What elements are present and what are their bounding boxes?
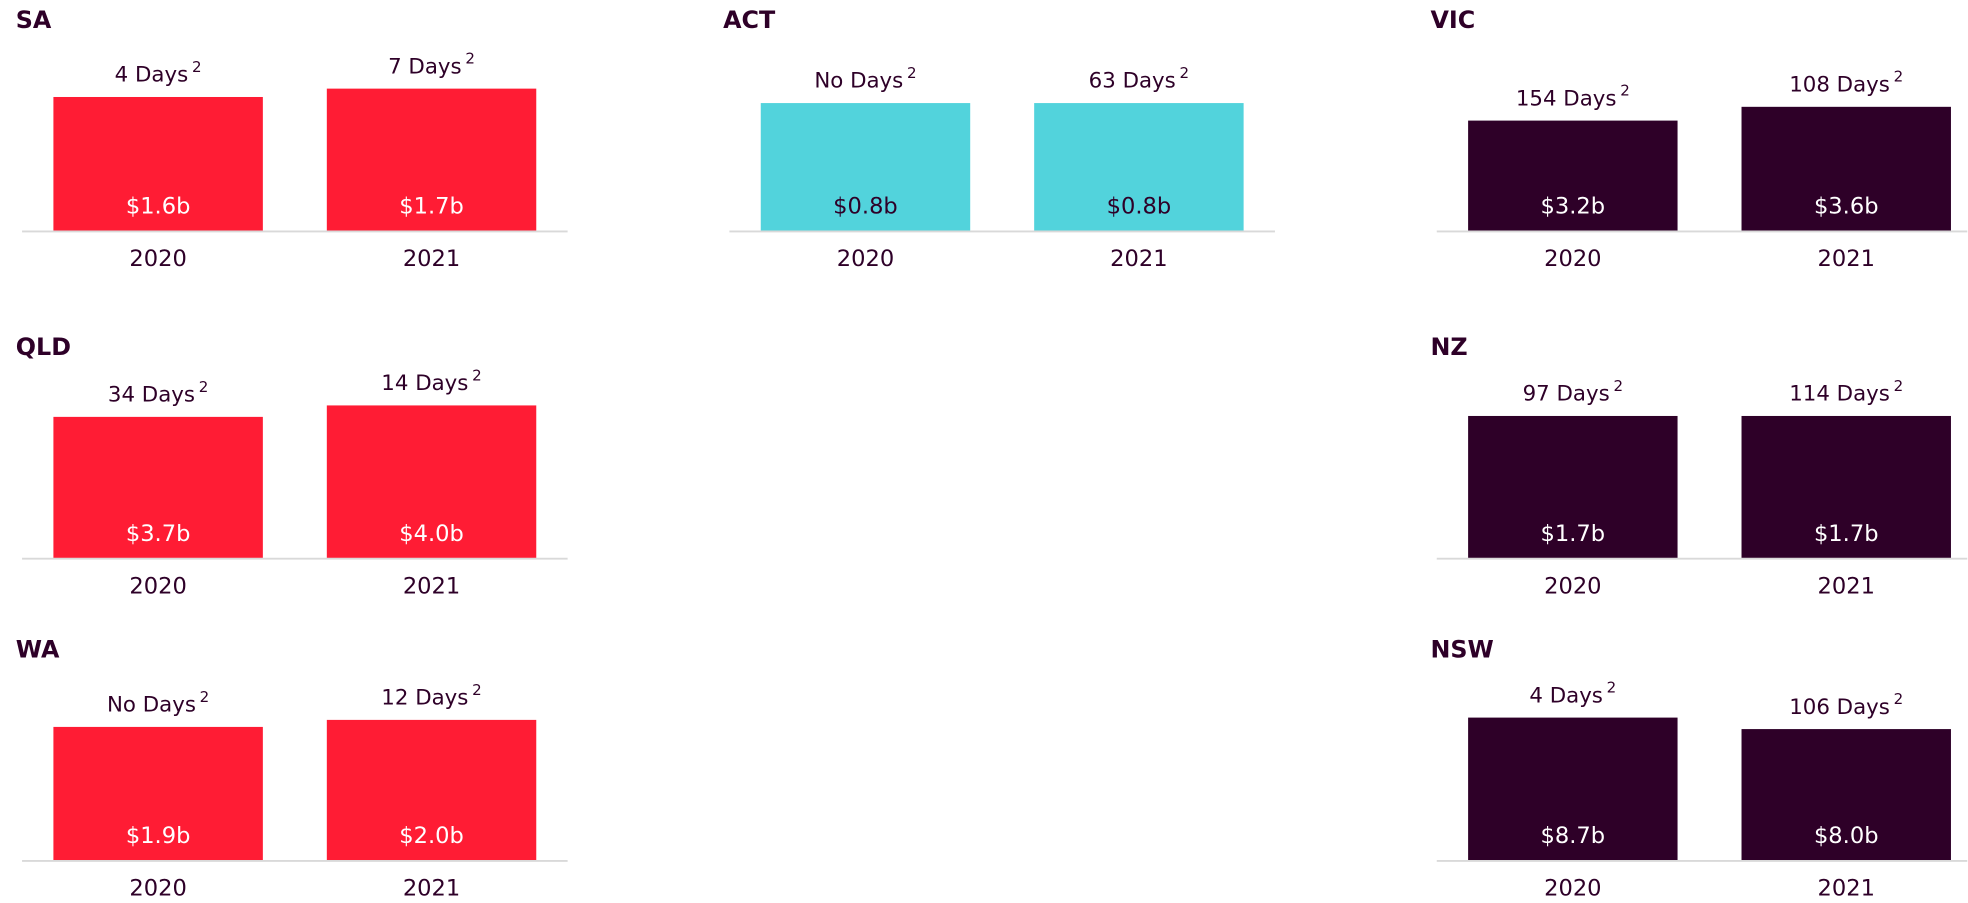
chart-title: WA xyxy=(16,635,60,663)
value-label: $2.0b xyxy=(399,823,464,849)
value-label: $1.7b xyxy=(1541,521,1606,547)
value-label: $3.2b xyxy=(1541,193,1606,219)
days-text: 12 Days xyxy=(381,686,468,711)
value-label: $0.8b xyxy=(833,193,898,219)
bar xyxy=(1741,729,1951,861)
bar xyxy=(53,726,263,861)
value-label: $0.8b xyxy=(1107,193,1172,219)
x-tick-label: 2020 xyxy=(129,246,186,272)
footnote-marker: 2 xyxy=(200,687,210,705)
x-tick-label: 2021 xyxy=(403,876,460,902)
days-text: 106 Days xyxy=(1789,695,1890,720)
days-label: 4 Days 2 xyxy=(115,57,202,87)
x-tick-label: 2020 xyxy=(837,246,894,272)
bar xyxy=(1468,120,1678,231)
footnote-marker: 2 xyxy=(1894,67,1904,85)
footnote-marker: 2 xyxy=(472,680,482,698)
value-label: $1.7b xyxy=(1814,521,1879,547)
bar xyxy=(53,416,263,559)
days-text: No Days xyxy=(814,69,903,94)
chart-title: QLD xyxy=(16,333,71,361)
days-text: 63 Days xyxy=(1089,69,1176,94)
bar xyxy=(326,405,537,559)
x-tick-label: 2021 xyxy=(1818,246,1875,272)
x-tick-label: 2021 xyxy=(403,246,460,272)
days-text: 4 Days xyxy=(115,63,189,88)
x-tick-label: 2021 xyxy=(403,573,460,599)
footnote-marker: 2 xyxy=(1894,376,1904,394)
chart-title: NSW xyxy=(1430,635,1493,663)
days-label: 7 Days 2 xyxy=(388,49,475,79)
days-text: 97 Days xyxy=(1523,382,1610,407)
days-label: No Days 2 xyxy=(814,63,916,93)
bar xyxy=(1741,106,1951,231)
bar xyxy=(1468,717,1678,861)
x-tick-label: 2020 xyxy=(1544,876,1601,902)
footnote-marker: 2 xyxy=(472,366,482,384)
days-text: 154 Days xyxy=(1516,86,1617,111)
value-label: $1.7b xyxy=(399,193,464,219)
footnote-marker: 2 xyxy=(1620,81,1630,99)
bar xyxy=(326,719,537,861)
value-label: $3.6b xyxy=(1814,193,1879,219)
footnote-marker: 2 xyxy=(192,57,202,75)
days-text: 7 Days xyxy=(388,54,462,79)
days-label: 114 Days 2 xyxy=(1789,376,1903,406)
days-label: 97 Days 2 xyxy=(1523,376,1623,406)
x-tick-label: 2020 xyxy=(1544,246,1601,272)
footnote-marker: 2 xyxy=(1613,376,1623,394)
days-text: 114 Days xyxy=(1789,382,1890,407)
bar xyxy=(1468,415,1678,559)
footnote-marker: 2 xyxy=(907,63,917,81)
days-label: No Days 2 xyxy=(107,687,209,717)
footnote-marker: 2 xyxy=(465,49,475,67)
chart-title: ACT xyxy=(723,6,776,34)
footnote-marker: 2 xyxy=(199,377,209,395)
value-label: $8.7b xyxy=(1541,823,1606,849)
x-tick-label: 2020 xyxy=(1544,573,1601,599)
value-label: $8.0b xyxy=(1814,823,1879,849)
bar xyxy=(1034,103,1244,231)
days-label: 154 Days 2 xyxy=(1516,81,1630,111)
days-label: 34 Days 2 xyxy=(108,377,208,407)
days-text: 108 Days xyxy=(1789,73,1890,98)
days-label: 106 Days 2 xyxy=(1789,689,1903,719)
days-text: No Days xyxy=(107,693,196,718)
days-label: 12 Days 2 xyxy=(381,680,481,710)
x-tick-label: 2021 xyxy=(1818,876,1875,902)
chart-title: SA xyxy=(16,6,52,34)
footnote-marker: 2 xyxy=(1180,63,1190,81)
x-tick-label: 2021 xyxy=(1110,246,1167,272)
days-label: 108 Days 2 xyxy=(1789,67,1903,97)
days-label: 4 Days 2 xyxy=(1529,678,1616,708)
bar xyxy=(760,103,971,231)
x-tick-label: 2020 xyxy=(129,573,186,599)
value-label: $3.7b xyxy=(126,521,191,547)
value-label: $1.6b xyxy=(126,193,191,219)
footnote-marker: 2 xyxy=(1607,678,1617,696)
days-label: 14 Days 2 xyxy=(381,366,481,396)
value-label: $4.0b xyxy=(399,521,464,547)
days-text: 34 Days xyxy=(108,383,195,408)
x-tick-label: 2020 xyxy=(129,876,186,902)
bar xyxy=(326,88,537,231)
bar xyxy=(53,96,263,231)
chart-title: VIC xyxy=(1430,6,1475,34)
chart-title: NZ xyxy=(1430,333,1467,361)
footnote-marker: 2 xyxy=(1894,689,1904,707)
bar xyxy=(1741,415,1951,559)
days-text: 14 Days xyxy=(381,371,468,396)
value-label: $1.9b xyxy=(126,823,191,849)
days-label: 63 Days 2 xyxy=(1089,63,1189,93)
days-text: 4 Days xyxy=(1529,683,1603,708)
x-tick-label: 2021 xyxy=(1818,573,1875,599)
